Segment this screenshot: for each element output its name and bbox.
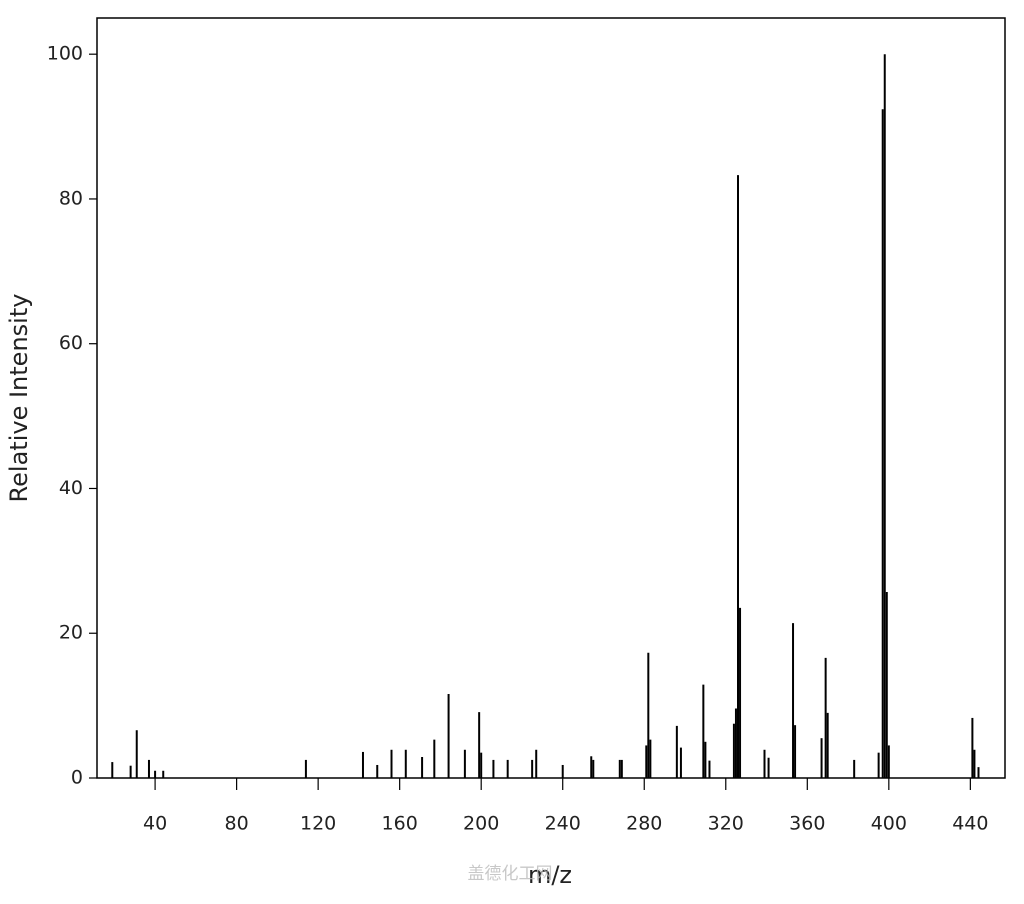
y-tick-label: 0 [71, 767, 83, 789]
x-tick-label: 240 [545, 813, 581, 835]
x-tick-label: 80 [225, 813, 249, 835]
x-axis-label: m/z [528, 861, 572, 889]
x-tick-label: 120 [300, 813, 336, 835]
x-tick-label: 280 [626, 813, 662, 835]
y-axis-label: Relative Intensity [5, 294, 33, 503]
x-tick-label: 320 [708, 813, 744, 835]
y-tick-label: 40 [59, 477, 83, 499]
x-tick-label: 40 [143, 813, 167, 835]
x-tick-label: 400 [871, 813, 907, 835]
y-tick-label: 80 [59, 187, 83, 209]
y-tick-label: 20 [59, 622, 83, 644]
watermark: 盖德化工网 [468, 864, 553, 884]
y-tick-label: 60 [59, 332, 83, 354]
plot-frame [96, 17, 1006, 779]
x-tick-label: 360 [789, 813, 825, 835]
x-tick-label: 440 [952, 813, 988, 835]
x-tick-label: 160 [382, 813, 418, 835]
x-tick-label: 200 [463, 813, 499, 835]
y-tick-label: 100 [47, 43, 83, 65]
